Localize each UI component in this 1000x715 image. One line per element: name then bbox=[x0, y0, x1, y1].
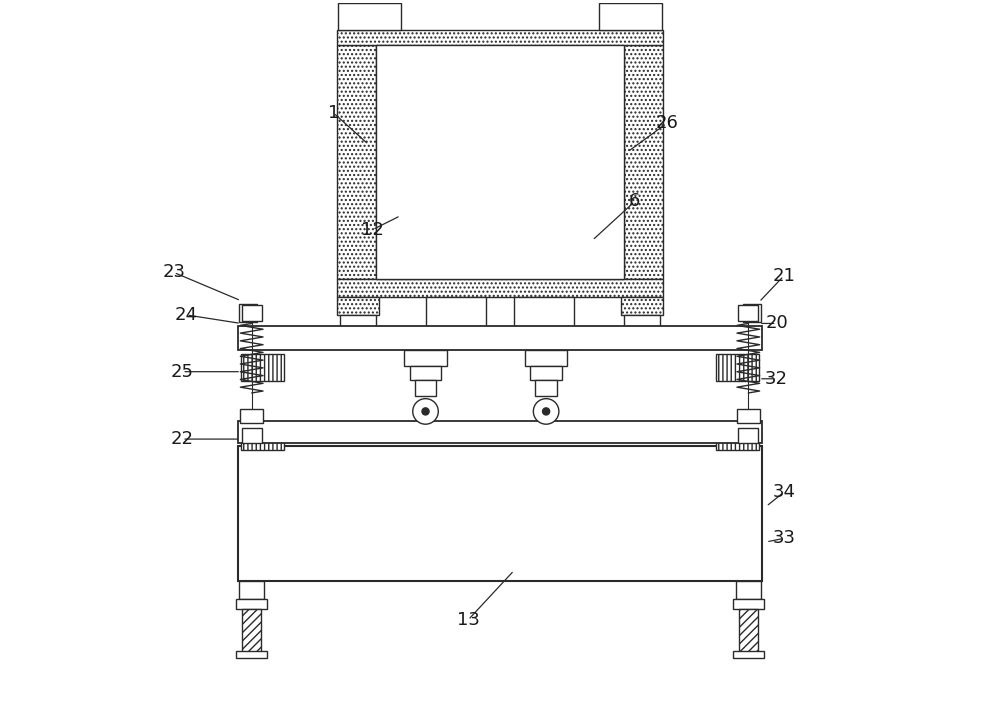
Bar bbox=[716, 354, 759, 381]
Text: 22: 22 bbox=[171, 430, 194, 448]
Bar bbox=[338, 3, 401, 30]
Bar bbox=[716, 423, 759, 450]
Bar bbox=[736, 581, 761, 598]
Bar bbox=[239, 581, 264, 598]
Text: 12: 12 bbox=[361, 221, 384, 239]
Bar bbox=[738, 305, 758, 320]
Bar bbox=[239, 305, 257, 322]
Text: 6: 6 bbox=[629, 192, 640, 210]
Bar bbox=[404, 350, 447, 366]
Text: 32: 32 bbox=[765, 370, 788, 388]
Text: 21: 21 bbox=[772, 267, 795, 285]
Bar bbox=[376, 45, 624, 280]
Bar bbox=[525, 350, 567, 366]
Bar bbox=[241, 423, 284, 450]
Bar bbox=[242, 305, 262, 320]
Bar bbox=[340, 315, 376, 336]
Bar bbox=[504, 336, 585, 349]
Text: 34: 34 bbox=[772, 483, 795, 501]
Bar bbox=[415, 380, 436, 396]
Bar bbox=[238, 325, 762, 350]
Bar bbox=[743, 305, 761, 322]
Bar bbox=[514, 297, 574, 336]
Bar bbox=[410, 366, 441, 380]
Bar bbox=[240, 408, 263, 423]
Bar bbox=[599, 3, 662, 30]
Text: 1: 1 bbox=[328, 104, 339, 122]
Bar bbox=[238, 421, 762, 443]
Text: 13: 13 bbox=[457, 611, 480, 629]
Bar bbox=[535, 380, 557, 396]
Bar bbox=[426, 297, 486, 336]
Text: 25: 25 bbox=[171, 363, 194, 380]
Bar bbox=[242, 609, 261, 652]
Bar bbox=[415, 336, 496, 349]
Bar bbox=[337, 297, 379, 315]
Text: 24: 24 bbox=[175, 306, 198, 324]
Circle shape bbox=[413, 399, 438, 424]
Bar bbox=[738, 428, 758, 443]
Bar bbox=[737, 408, 760, 423]
Bar bbox=[621, 297, 663, 315]
Bar bbox=[236, 598, 267, 609]
Bar bbox=[242, 428, 262, 443]
Bar bbox=[337, 30, 663, 45]
Bar bbox=[739, 609, 758, 652]
Circle shape bbox=[422, 408, 429, 415]
Bar bbox=[530, 366, 562, 380]
Bar bbox=[624, 45, 663, 280]
Circle shape bbox=[543, 408, 550, 415]
Bar bbox=[238, 446, 762, 581]
Bar bbox=[733, 598, 764, 609]
Bar bbox=[733, 651, 764, 658]
Circle shape bbox=[533, 399, 559, 424]
Text: 33: 33 bbox=[772, 529, 795, 548]
Bar bbox=[337, 280, 663, 297]
Bar bbox=[241, 354, 284, 381]
Text: 23: 23 bbox=[162, 263, 185, 282]
Text: 20: 20 bbox=[765, 315, 788, 332]
Text: 26: 26 bbox=[655, 114, 678, 132]
Bar bbox=[337, 45, 376, 280]
Bar bbox=[236, 651, 267, 658]
Bar bbox=[624, 315, 660, 336]
